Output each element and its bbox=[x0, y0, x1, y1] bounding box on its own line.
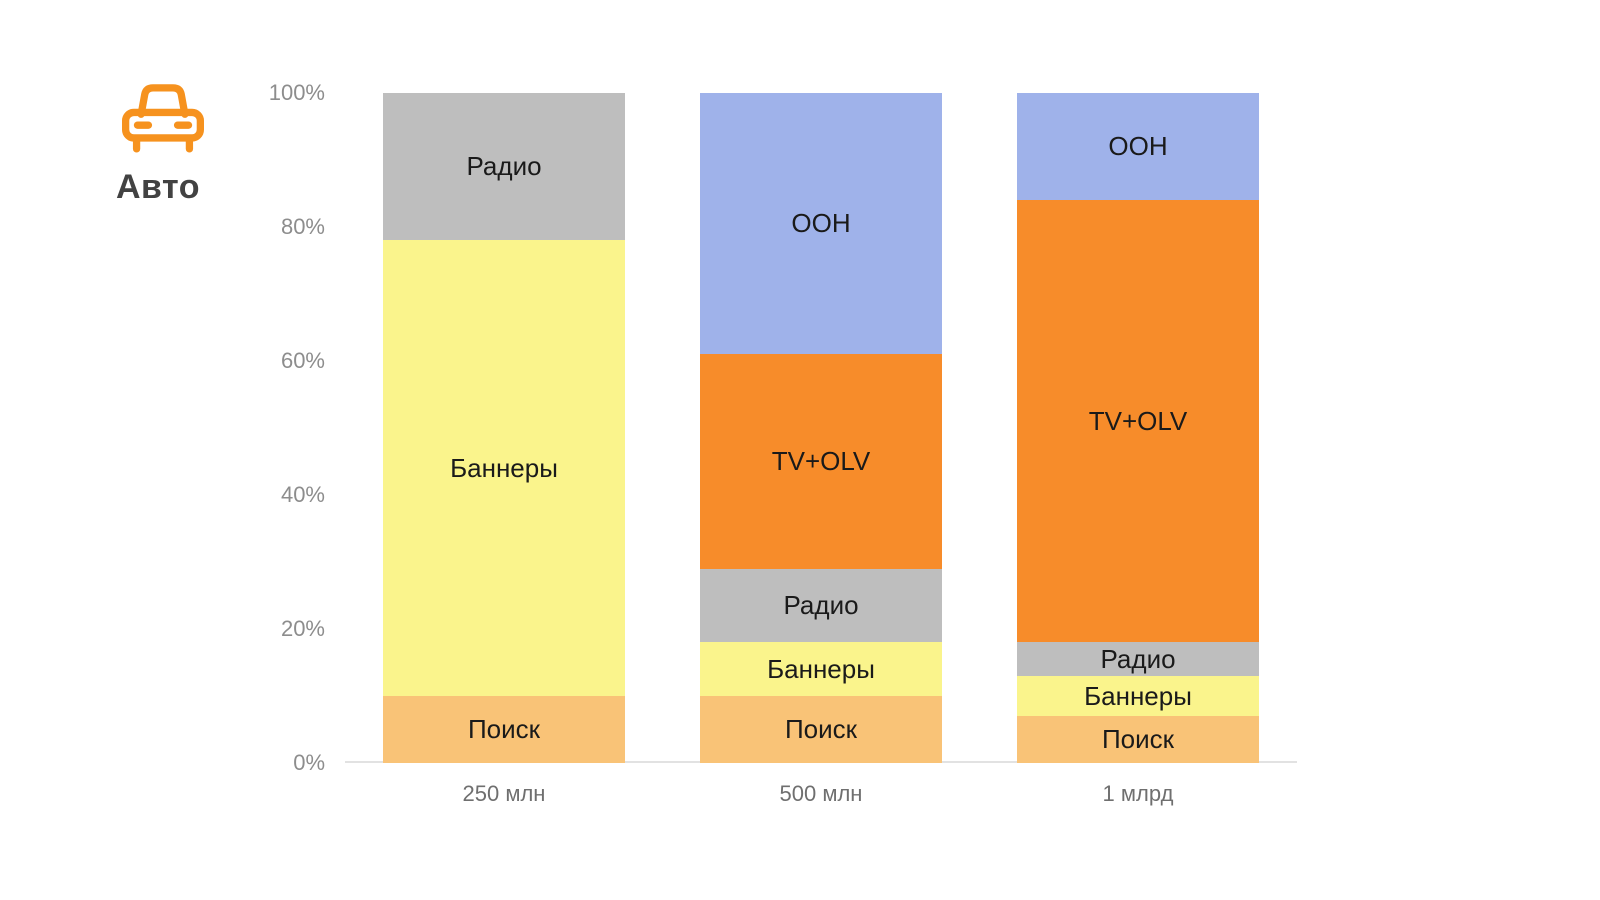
segment-label: Поиск bbox=[784, 714, 858, 744]
bar-250 млн: Поиск Баннеры Радио bbox=[383, 93, 625, 763]
chart-title: Авто bbox=[116, 168, 200, 206]
segment-OOH: OOH bbox=[1017, 93, 1259, 201]
segment-Поиск: Поиск bbox=[1017, 716, 1259, 763]
x-axis-label: 1 млрд bbox=[1102, 781, 1174, 806]
y-tick-label: 0% bbox=[293, 750, 325, 775]
chart-header: Авто bbox=[116, 76, 316, 207]
bar-1 млрд: Поиск Баннеры Радио TV+OLV OOH bbox=[1017, 93, 1259, 763]
segment-Баннеры: Баннеры bbox=[383, 240, 625, 696]
segment-label: OOH bbox=[791, 208, 851, 239]
segment-Радио: Радио bbox=[1017, 642, 1259, 676]
x-axis-labels: 250 млн 500 млн 1 млрд bbox=[345, 781, 1297, 807]
segment-TV+OLV: TV+OLV bbox=[700, 354, 942, 569]
y-tick-label: 40% bbox=[280, 482, 325, 507]
y-tick-label: 100% bbox=[268, 80, 325, 105]
segment-label: Баннеры bbox=[450, 452, 558, 483]
segment-label: Радио bbox=[783, 590, 859, 621]
segment-OOH: OOH bbox=[700, 93, 942, 355]
plot-area: Поиск Баннеры Радио Поиск Баннеры Радио TV+OLV… bbox=[345, 93, 1297, 763]
y-tick-label: 20% bbox=[280, 616, 325, 641]
segment-label: Поиск bbox=[1101, 724, 1175, 755]
y-axis: 0% 20% 40% 60% 80% 100% bbox=[210, 80, 325, 775]
segment-label: Баннеры bbox=[767, 653, 875, 684]
car-icon bbox=[122, 84, 204, 153]
segment-Баннеры: Баннеры bbox=[700, 642, 942, 696]
x-axis-label: 500 млн bbox=[779, 781, 863, 806]
segment-label: Баннеры bbox=[1084, 680, 1192, 711]
segment-TV+OLV: TV+OLV bbox=[1017, 200, 1259, 643]
segment-label: TV+OLV bbox=[1088, 405, 1188, 436]
y-tick-label: 80% bbox=[280, 214, 325, 239]
segment-label: Радио bbox=[466, 151, 542, 182]
bars: Поиск Баннеры Радио Поиск Баннеры Радио TV+OLV… bbox=[345, 93, 1297, 763]
segment-Радио: Радио bbox=[383, 93, 625, 241]
y-tick-label: 60% bbox=[280, 348, 325, 373]
segment-label: Поиск bbox=[467, 714, 541, 744]
segment-Поиск: Поиск bbox=[700, 696, 942, 763]
segment-label: TV+OLV bbox=[771, 446, 871, 477]
segment-label: OOH bbox=[1108, 131, 1168, 162]
segment-Поиск: Поиск bbox=[383, 696, 625, 763]
segment-Баннеры: Баннеры bbox=[1017, 675, 1259, 717]
segment-label: Радио bbox=[1100, 643, 1176, 674]
bar-500 млн: Поиск Баннеры Радио TV+OLV OOH bbox=[700, 93, 942, 763]
x-axis-label: 250 млн bbox=[462, 781, 546, 806]
segment-Радио: Радио bbox=[700, 568, 942, 643]
